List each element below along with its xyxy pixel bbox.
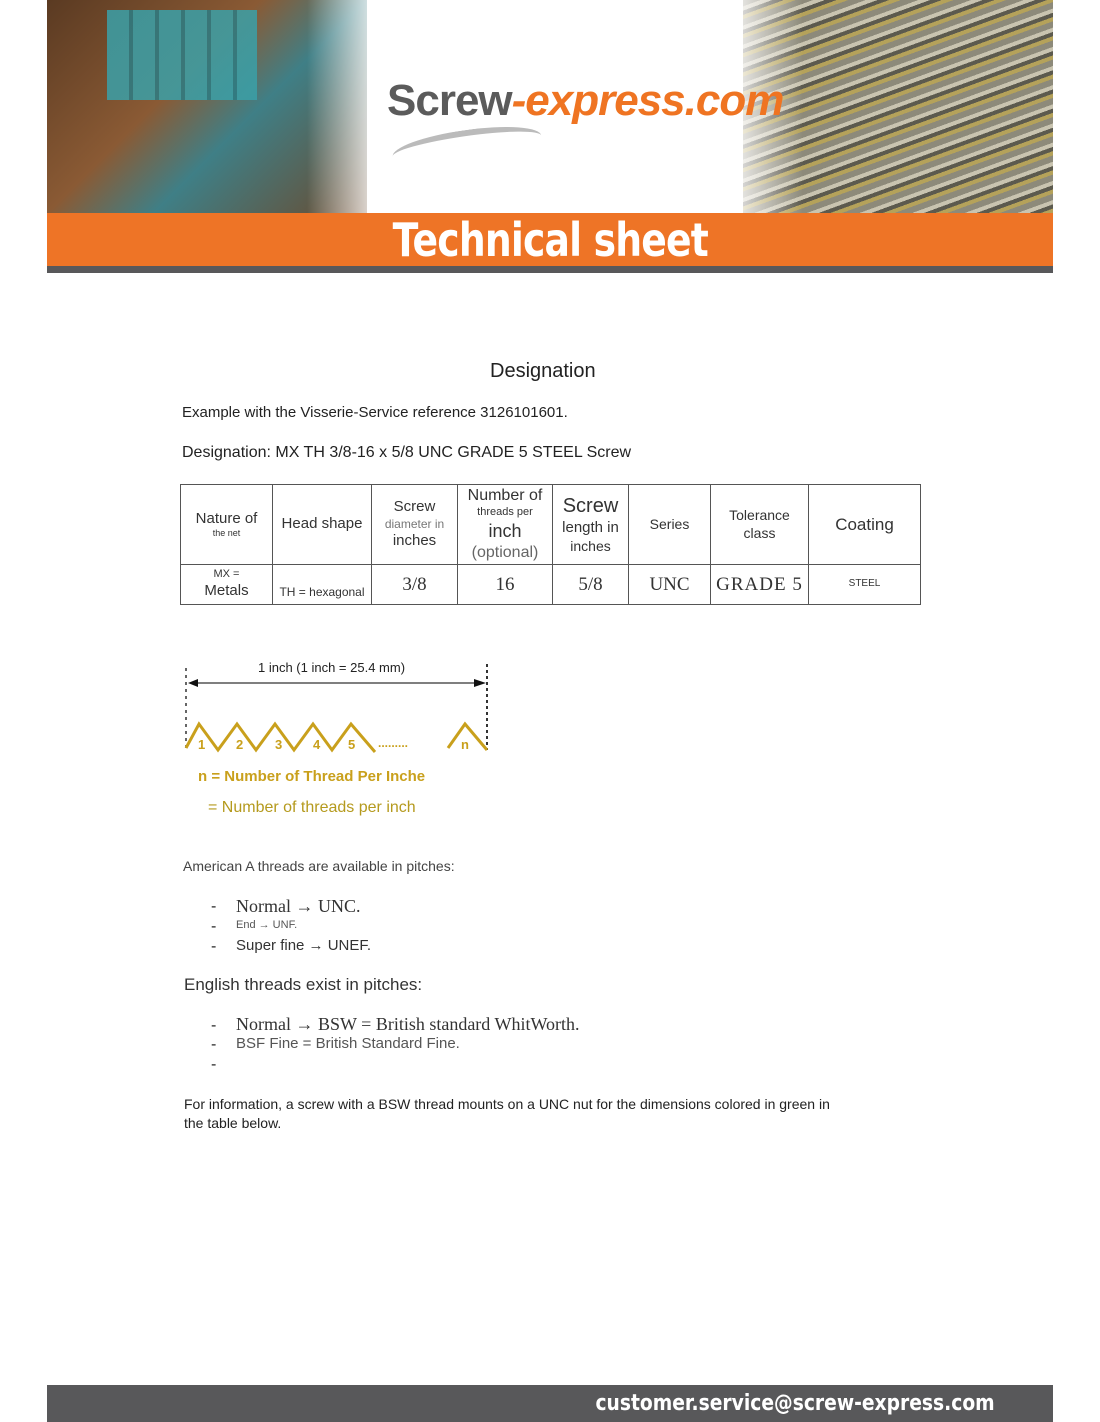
example-text: Example with the Visserie-Service refere… xyxy=(182,404,568,421)
thread-label: 1 xyxy=(198,737,206,752)
banner-title: Technical sheet xyxy=(392,213,708,267)
american-intro: American A threads are available in pitc… xyxy=(183,858,455,874)
header-series: Series xyxy=(628,484,711,565)
table-header-row: Nature of the net Head shape Screw diamete… xyxy=(180,484,921,565)
header-tolerance: Tolerance class xyxy=(710,484,809,565)
cell-length: 5/8 xyxy=(552,564,629,605)
thread-dots: ......... xyxy=(378,736,409,750)
english-item: Normal → BSW = British standard WhitWort… xyxy=(236,1014,580,1034)
logo-swoosh xyxy=(390,119,544,173)
cell-diameter: 3/8 xyxy=(371,564,458,605)
cell-coating: STEEL xyxy=(808,564,921,605)
header-nature: Nature of the net xyxy=(180,484,273,565)
thread-label: n xyxy=(461,737,469,752)
american-item: End → UNF. xyxy=(236,919,298,931)
header-diameter: Screw diameter in inches xyxy=(371,484,458,565)
footer-email[interactable]: customer.service@screw-express.com xyxy=(595,1391,995,1416)
american-item: Super fine → UNEF. xyxy=(236,937,372,954)
title-band: Technical sheet xyxy=(47,213,1053,267)
cell-head-shape: TH = hexagonal xyxy=(272,564,372,605)
thread-label: 3 xyxy=(275,737,283,752)
cell-tolerance: GRADE 5 xyxy=(710,564,809,605)
thread-label: 5 xyxy=(348,737,356,752)
english-intro: English threads exist in pitches: xyxy=(184,975,423,994)
designation-text: Designation: MX TH 3/8-16 x 5/8 UNC GRAD… xyxy=(182,444,632,461)
diagram-caption-1: n = Number of Thread Per Inche xyxy=(198,768,426,785)
table-row: MX = Metals TH = hexagonal 3/8 16 5/8 UNC… xyxy=(180,564,921,605)
diagram-caption-2: = Number of threads per inch xyxy=(208,799,416,816)
logo: Screw-express.com xyxy=(387,76,784,125)
designation-table: Nature of the net Head shape Screw diamete… xyxy=(180,484,921,605)
header-threads: Number of threads per inch (optional) xyxy=(457,484,553,565)
thread-label: 2 xyxy=(236,737,244,752)
cell-series: UNC xyxy=(628,564,711,605)
english-item: BSF Fine = British Standard Fine. xyxy=(236,1035,460,1052)
info-text-2: the table below. xyxy=(184,1115,282,1131)
header-coating: Coating xyxy=(808,484,921,565)
header-banner: Screw-express.com xyxy=(47,0,1053,213)
cell-threads: 16 xyxy=(457,564,553,605)
american-item: Normal → UNC. xyxy=(236,896,361,916)
cell-nature: MX = Metals xyxy=(180,564,273,605)
thread-drawing xyxy=(184,664,489,753)
header-length: Screw length in inches xyxy=(552,484,629,565)
thread-label: 4 xyxy=(313,737,321,752)
measure-label: 1 inch (1 inch = 25.4 mm) xyxy=(258,660,406,675)
section-title: Designation xyxy=(490,360,596,382)
footer: customer.service@screw-express.com xyxy=(47,1385,1053,1422)
header-head-shape: Head shape xyxy=(272,484,372,565)
divider xyxy=(47,266,1053,273)
info-text-1: For information, a screw with a BSW thre… xyxy=(184,1096,830,1112)
